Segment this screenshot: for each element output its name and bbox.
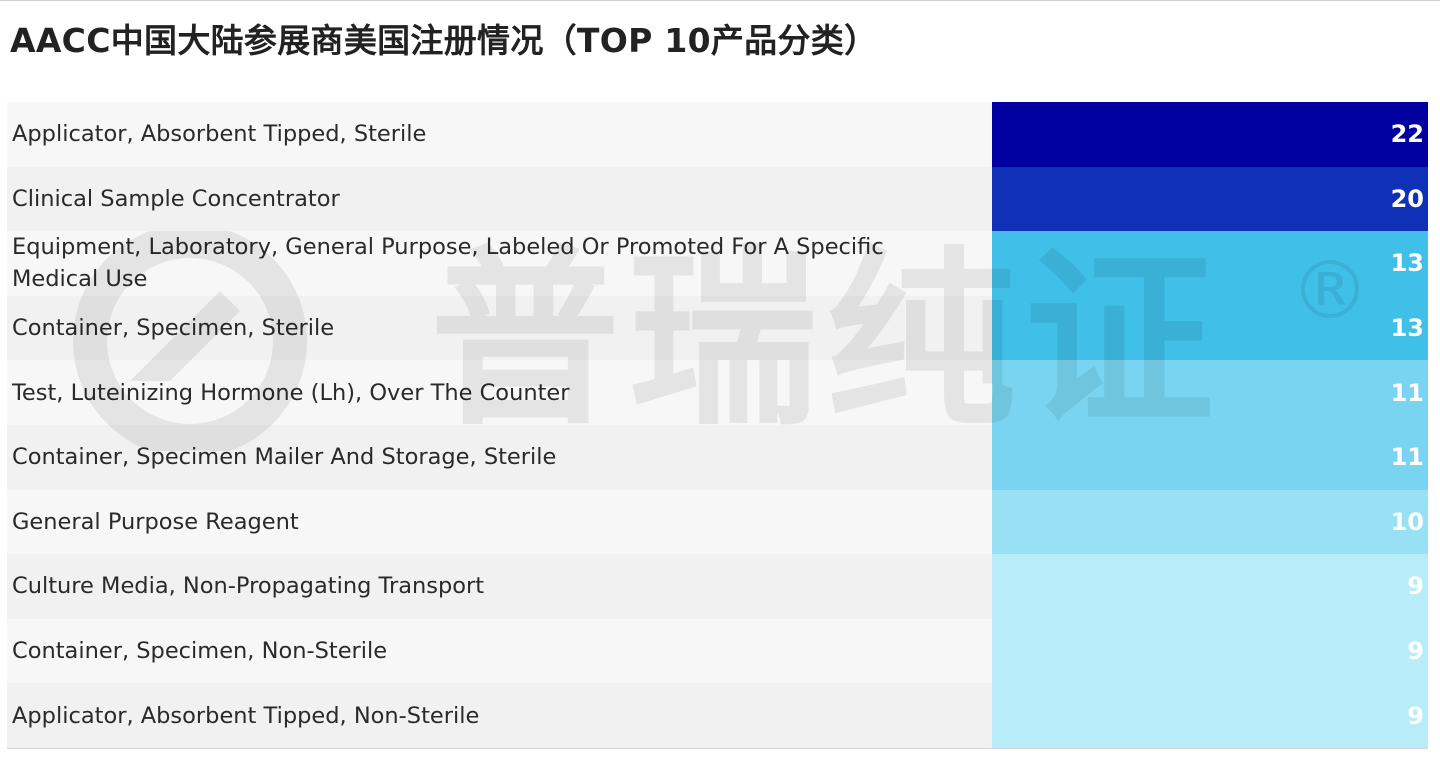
- table-row: Container, Specimen Mailer And Storage, …: [7, 424, 1428, 490]
- table-row: Applicator, Absorbent Tipped, Sterile 22: [7, 102, 1428, 167]
- table-row: Culture Media, Non-Propagating Transport…: [7, 554, 1428, 619]
- row-label: General Purpose Reagent: [7, 489, 992, 555]
- table-row: Container, Specimen, Sterile 13: [7, 295, 1428, 361]
- row-value: 9: [992, 554, 1428, 619]
- row-label: Equipment, Laboratory, General Purpose, …: [7, 231, 992, 296]
- row-value: 13: [992, 231, 1428, 296]
- row-value: 13: [992, 295, 1428, 361]
- row-value: 9: [992, 683, 1428, 748]
- table-row: Equipment, Laboratory, General Purpose, …: [7, 231, 1428, 296]
- row-value: 11: [992, 424, 1428, 490]
- row-label: Container, Specimen, Sterile: [7, 295, 992, 361]
- row-value: 22: [992, 102, 1428, 167]
- row-value: 10: [992, 489, 1428, 555]
- row-label: Culture Media, Non-Propagating Transport: [7, 554, 992, 619]
- table-row: Applicator, Absorbent Tipped, Non-Steril…: [7, 683, 1428, 748]
- row-label: Test, Luteinizing Hormone (Lh), Over The…: [7, 360, 992, 425]
- table-row: General Purpose Reagent 10: [7, 489, 1428, 555]
- table-row: Container, Specimen, Non-Sterile 9: [7, 618, 1428, 684]
- chart-title: AACC中国大陆参展商美国注册情况（TOP 10产品分类）: [10, 21, 878, 60]
- row-label: Clinical Sample Concentrator: [7, 166, 992, 232]
- row-label: Applicator, Absorbent Tipped, Non-Steril…: [7, 683, 992, 748]
- row-label: Container, Specimen Mailer And Storage, …: [7, 424, 992, 490]
- table-row: Test, Luteinizing Hormone (Lh), Over The…: [7, 360, 1428, 425]
- row-value: 9: [992, 618, 1428, 684]
- table-row: Clinical Sample Concentrator 20: [7, 166, 1428, 232]
- ranking-table: Applicator, Absorbent Tipped, Sterile 22 C…: [7, 102, 1428, 749]
- row-value: 11: [992, 360, 1428, 425]
- row-label: Applicator, Absorbent Tipped, Sterile: [7, 102, 992, 167]
- row-label: Container, Specimen, Non-Sterile: [7, 618, 992, 684]
- row-value: 20: [992, 166, 1428, 232]
